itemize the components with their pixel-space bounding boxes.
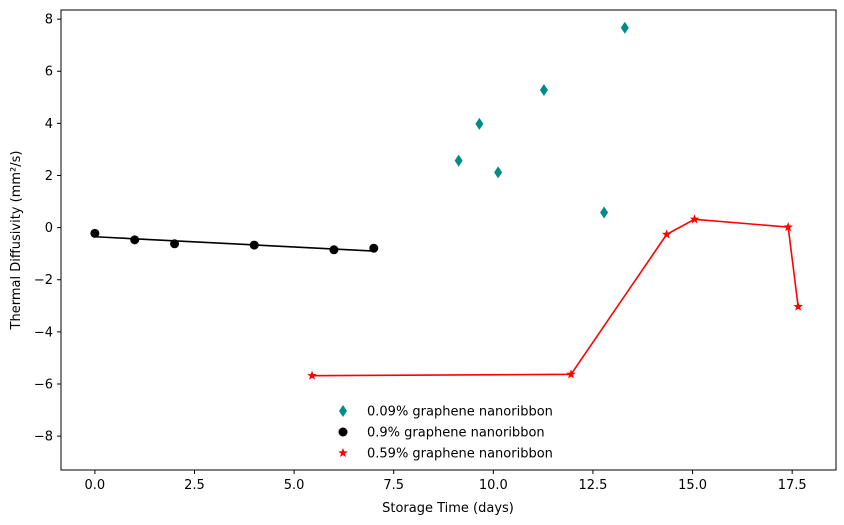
series-1 <box>454 21 629 219</box>
data-point <box>661 229 672 239</box>
plot-frame <box>60 9 837 471</box>
x-tick-label: 15.0 <box>678 478 707 493</box>
y-tick-label: 4 <box>45 117 53 132</box>
y-axis-title: Thermal Diffusivity (mm²/s) <box>9 151 24 331</box>
data-point <box>620 21 629 34</box>
x-tick-label: 10.0 <box>479 478 508 493</box>
data-point <box>475 117 484 130</box>
y-tick-label: −6 <box>34 377 53 392</box>
series-line <box>312 218 799 377</box>
y-axis-ticks: −8 −6 −4 −2 0 2 4 6 8 <box>34 13 61 445</box>
x-tick-label: 17.5 <box>778 478 807 493</box>
legend-label: 0.09% graphene nanoribbon <box>367 405 553 420</box>
data-point <box>249 240 259 250</box>
y-tick-label: 0 <box>45 221 53 236</box>
y-tick-label: −4 <box>34 325 53 340</box>
data-point <box>689 214 700 224</box>
series-3 <box>307 214 803 380</box>
x-tick-label: 2.5 <box>184 478 205 493</box>
x-axis-title: Storage Time (days) <box>382 501 514 516</box>
legend-item: 0.9% graphene nanoribbon <box>338 426 545 441</box>
data-point <box>566 369 576 379</box>
y-tick-label: −8 <box>34 430 53 445</box>
legend-label: 0.59% graphene nanoribbon <box>367 447 553 462</box>
data-point <box>454 154 463 167</box>
x-tick-label: 7.5 <box>383 478 404 493</box>
data-point <box>307 370 317 380</box>
data-point <box>130 235 140 245</box>
data-point <box>494 166 503 179</box>
fit-line <box>94 235 374 252</box>
data-point <box>600 206 609 219</box>
data-point <box>329 245 339 255</box>
data-point <box>170 239 180 249</box>
legend-item: 0.59% graphene nanoribbon <box>338 447 553 462</box>
data-point <box>369 243 379 253</box>
y-tick-label: 6 <box>45 65 53 80</box>
y-tick-label: −2 <box>34 273 53 288</box>
x-tick-label: 5.0 <box>284 478 305 493</box>
data-point <box>539 84 548 97</box>
x-tick-label: 12.5 <box>578 478 607 493</box>
x-axis-ticks: 0.0 2.5 5.0 7.5 10.0 12.5 15.0 17.5 <box>85 470 807 493</box>
y-tick-label: 8 <box>45 13 53 28</box>
series-layer <box>90 21 803 380</box>
legend-item: 0.09% graphene nanoribbon <box>339 405 553 420</box>
legend-label: 0.9% graphene nanoribbon <box>367 426 545 441</box>
legend-marker <box>338 427 348 437</box>
x-tick-label: 0.0 <box>85 478 106 493</box>
legend: 0.09% graphene nanoribbon 0.9% graphene n… <box>338 405 553 462</box>
data-point <box>793 301 803 311</box>
y-tick-label: 2 <box>45 169 53 184</box>
data-point <box>783 222 793 232</box>
legend-marker <box>338 448 348 458</box>
legend-marker <box>339 405 347 417</box>
data-point <box>90 228 100 238</box>
series-2 <box>90 228 379 255</box>
